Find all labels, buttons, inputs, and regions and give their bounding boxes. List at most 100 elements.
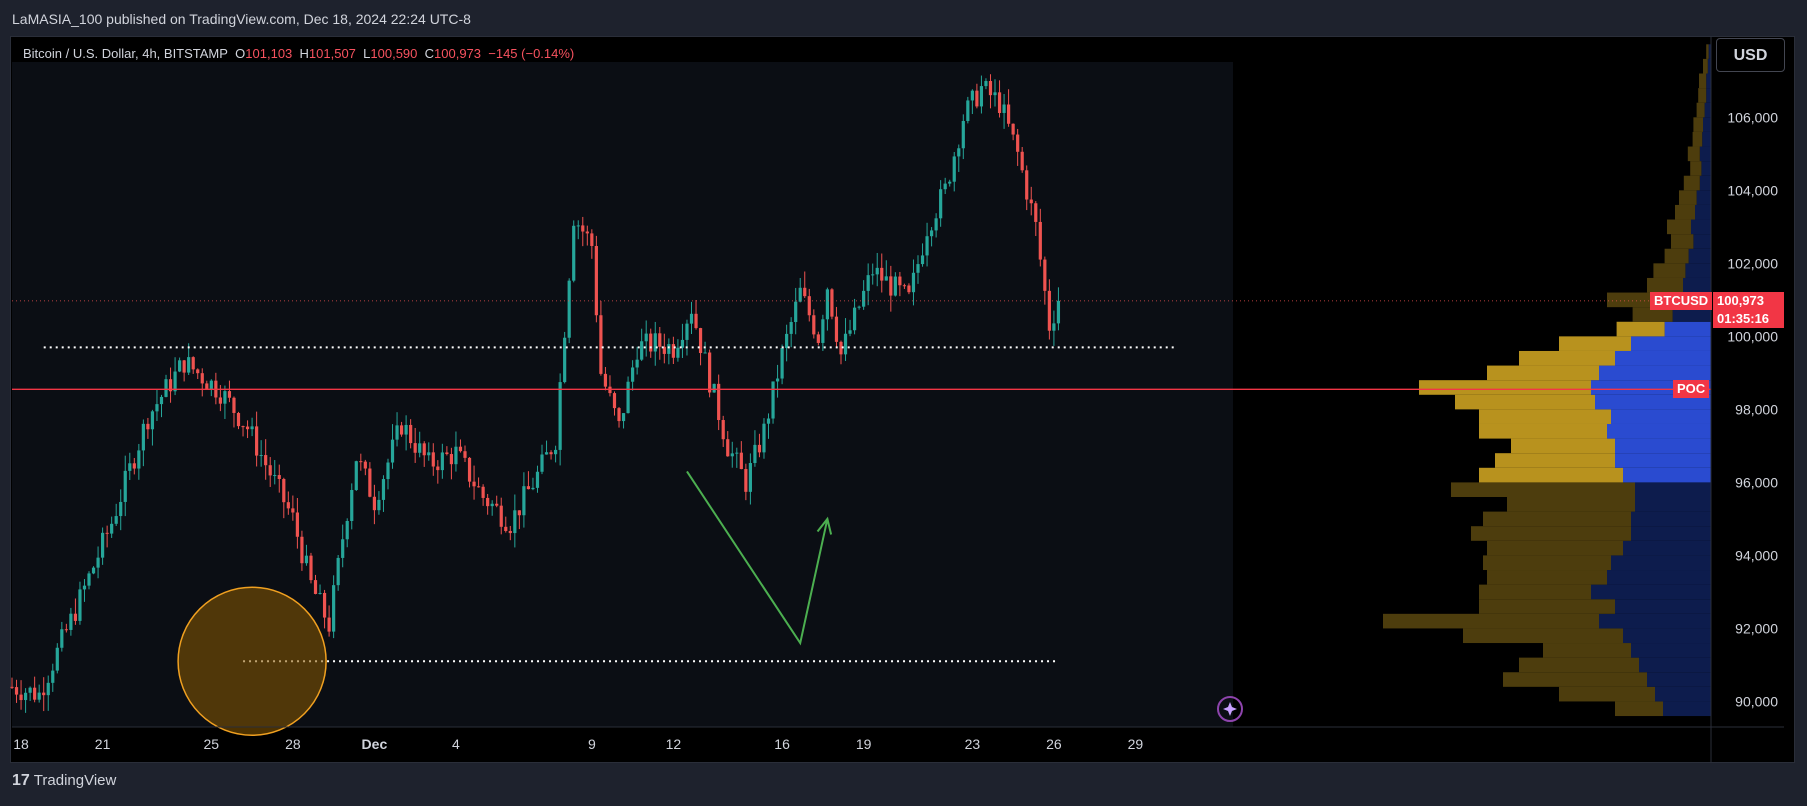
candle[interactable]: [341, 524, 345, 568]
candle[interactable]: [318, 584, 322, 595]
candle[interactable]: [137, 443, 141, 480]
candle[interactable]: [907, 283, 911, 295]
candle[interactable]: [925, 222, 929, 267]
candle[interactable]: [531, 477, 535, 491]
candle[interactable]: [87, 571, 91, 590]
candle[interactable]: [748, 453, 752, 505]
candle[interactable]: [649, 328, 653, 358]
candle[interactable]: [110, 516, 114, 538]
candle[interactable]: [640, 328, 644, 362]
candle[interactable]: [10, 677, 14, 689]
candle[interactable]: [37, 684, 41, 703]
candle[interactable]: [499, 497, 503, 535]
candle[interactable]: [372, 484, 376, 525]
currency-button[interactable]: USD: [1716, 38, 1785, 72]
candle[interactable]: [19, 680, 23, 710]
candle[interactable]: [309, 552, 313, 584]
candle[interactable]: [159, 394, 164, 418]
candle[interactable]: [73, 598, 78, 625]
candle[interactable]: [603, 366, 608, 391]
candle[interactable]: [168, 367, 173, 403]
candle[interactable]: [662, 333, 666, 364]
candle[interactable]: [540, 444, 544, 475]
candle[interactable]: [60, 621, 64, 652]
candle[interactable]: [114, 503, 118, 526]
candle[interactable]: [359, 453, 363, 471]
candle[interactable]: [658, 326, 662, 360]
candle[interactable]: [807, 288, 811, 322]
candle[interactable]: [943, 177, 947, 195]
candle[interactable]: [554, 445, 558, 463]
candle[interactable]: [993, 79, 997, 107]
candle[interactable]: [766, 413, 771, 439]
candle[interactable]: [535, 465, 540, 493]
candle[interactable]: [69, 607, 73, 636]
candle[interactable]: [300, 530, 304, 571]
candle[interactable]: [454, 431, 458, 472]
candle[interactable]: [273, 460, 277, 485]
candle[interactable]: [708, 349, 712, 398]
candle[interactable]: [322, 589, 327, 629]
candle[interactable]: [223, 385, 227, 419]
candle[interactable]: [567, 278, 571, 344]
candle[interactable]: [744, 463, 748, 501]
candle[interactable]: [726, 431, 730, 457]
footer-brand[interactable]: 17 TradingView: [12, 772, 116, 790]
candle[interactable]: [268, 457, 272, 487]
highlight-circle[interactable]: [177, 586, 327, 737]
candle[interactable]: [282, 477, 286, 519]
candle[interactable]: [957, 144, 961, 172]
candle[interactable]: [1047, 279, 1051, 340]
candle[interactable]: [939, 180, 943, 227]
candle[interactable]: [753, 430, 757, 467]
candle[interactable]: [712, 383, 716, 393]
candle[interactable]: [988, 74, 993, 109]
candle[interactable]: [458, 439, 463, 453]
candle[interactable]: [1020, 146, 1024, 173]
candle[interactable]: [495, 495, 499, 508]
candle[interactable]: [345, 518, 349, 548]
candle[interactable]: [354, 460, 358, 491]
candle[interactable]: [803, 271, 807, 299]
candle[interactable]: [898, 271, 902, 297]
candle[interactable]: [929, 227, 934, 247]
candle[interactable]: [635, 346, 639, 375]
candle[interactable]: [626, 376, 630, 414]
alert-icon[interactable]: [1217, 696, 1243, 722]
candle[interactable]: [825, 287, 829, 331]
candle[interactable]: [984, 78, 988, 90]
candle[interactable]: [368, 462, 372, 498]
candle[interactable]: [264, 439, 268, 480]
candle[interactable]: [676, 339, 680, 362]
candle[interactable]: [780, 344, 784, 385]
candle[interactable]: [1002, 94, 1006, 129]
candle[interactable]: [812, 309, 816, 339]
candle[interactable]: [590, 229, 594, 259]
candle[interactable]: [1056, 287, 1061, 331]
candle[interactable]: [871, 263, 875, 285]
candle[interactable]: [526, 471, 531, 490]
candle[interactable]: [920, 243, 925, 267]
candle[interactable]: [721, 415, 725, 447]
candle[interactable]: [404, 415, 408, 451]
candle[interactable]: [834, 306, 839, 348]
candle[interactable]: [816, 331, 820, 346]
candle[interactable]: [961, 114, 965, 160]
candle[interactable]: [101, 527, 105, 565]
candle[interactable]: [581, 216, 585, 247]
candle[interactable]: [1043, 256, 1047, 305]
candle[interactable]: [363, 459, 367, 476]
candle[interactable]: [862, 280, 866, 310]
candle[interactable]: [463, 445, 467, 462]
candle[interactable]: [576, 220, 580, 240]
candle[interactable]: [599, 301, 603, 376]
candle[interactable]: [350, 483, 354, 530]
candle[interactable]: [295, 498, 299, 549]
candle[interactable]: [178, 357, 182, 373]
candle[interactable]: [209, 379, 213, 397]
candle[interactable]: [653, 321, 657, 366]
candle[interactable]: [377, 491, 381, 515]
candle[interactable]: [42, 677, 46, 712]
candle[interactable]: [852, 298, 857, 335]
candle[interactable]: [150, 409, 155, 446]
